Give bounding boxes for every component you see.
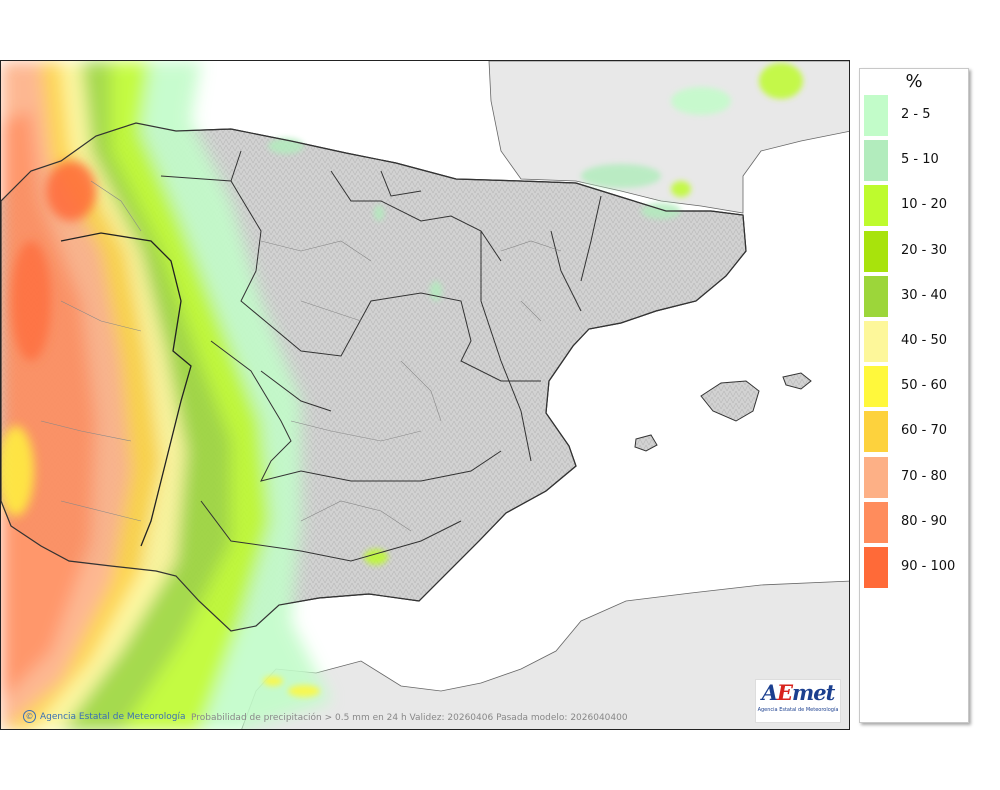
- precipitation-probability-map: [1, 61, 849, 729]
- legend-item: 10 - 20: [864, 185, 964, 227]
- legend-item: 70 - 80: [864, 456, 964, 498]
- legend-label: 50 - 60: [901, 378, 948, 394]
- prob-band-90-100: [11, 241, 51, 361]
- legend-item: 5 - 10: [864, 140, 964, 182]
- legend-item: 50 - 60: [864, 366, 964, 408]
- legend-item: 90 - 100: [864, 547, 964, 588]
- prob-patch-10-20: [671, 181, 691, 197]
- agency-credit: © Agencia Estatal de Meteorología: [23, 710, 186, 723]
- country-borders: [60, 232, 192, 547]
- legend-label: 80 - 90: [901, 513, 948, 529]
- legend-label: 5 - 10: [901, 152, 939, 168]
- legend-label: 20 - 30: [901, 242, 948, 258]
- prob-band-90-100: [46, 161, 96, 221]
- legend-swatch: [864, 95, 888, 136]
- prob-patch-2-5: [374, 205, 384, 221]
- legend-label: 70 - 80: [901, 468, 948, 484]
- legend-item: 20 - 30: [864, 230, 964, 272]
- legend-swatch: [864, 230, 888, 272]
- legend-swatch: [864, 456, 888, 498]
- legend-label: 2 - 5: [901, 107, 931, 122]
- legend-item: 2 - 5: [864, 95, 964, 136]
- region-borders: [160, 150, 602, 562]
- legend-swatch: [864, 366, 888, 408]
- legend-label: 40 - 50: [901, 333, 948, 348]
- prob-patch-2-5: [671, 87, 731, 115]
- map-panel: © Agencia Estatal de Meteorología Probabi…: [0, 60, 850, 730]
- legend-item: 40 - 50: [864, 321, 964, 362]
- aemet-logo: AEmet Agencia Estatal de Meteorología: [755, 679, 841, 723]
- prob-band-50-60: [1, 426, 34, 516]
- forecast-info: Probabilidad de precipitación > 0.5 mm e…: [191, 713, 628, 723]
- legend-label: 60 - 70: [901, 423, 948, 439]
- prob-patch-2-5: [430, 281, 442, 301]
- legend-swatch: [864, 185, 888, 227]
- legend-swatch: [864, 411, 888, 453]
- prob-patch-2-5: [581, 164, 661, 188]
- legend-panel: % 2 - 5 5 - 10 10 - 20 20 - 30 30 - 40 40 - 5…: [859, 68, 969, 723]
- legend-swatch: [864, 140, 888, 182]
- france-land: [488, 61, 849, 214]
- legend-label: 30 - 40: [901, 287, 948, 303]
- prob-patch-10-20: [759, 63, 803, 99]
- legend-swatch: [864, 275, 888, 317]
- prob-patch-10-20: [364, 549, 388, 565]
- legend-item: 30 - 40: [864, 275, 964, 317]
- legend-swatch: [864, 547, 888, 588]
- legend-label: 90 - 100: [901, 559, 956, 574]
- prob-patch-50-60: [288, 685, 320, 697]
- legend-item: 60 - 70: [864, 411, 964, 453]
- prob-patch-2-5: [641, 203, 681, 219]
- legend-swatch: [864, 501, 888, 543]
- legend-item: 80 - 90: [864, 501, 964, 543]
- legend-title: %: [905, 71, 923, 92]
- agency-credit-text: Agencia Estatal de Meteorología: [40, 712, 186, 722]
- province-borders: [40, 180, 562, 532]
- balearic-islands: [634, 372, 812, 452]
- legend-label: 10 - 20: [901, 197, 948, 213]
- prob-patch-50-60: [263, 676, 283, 686]
- copyright-icon: ©: [23, 710, 36, 723]
- legend-swatch: [864, 321, 888, 362]
